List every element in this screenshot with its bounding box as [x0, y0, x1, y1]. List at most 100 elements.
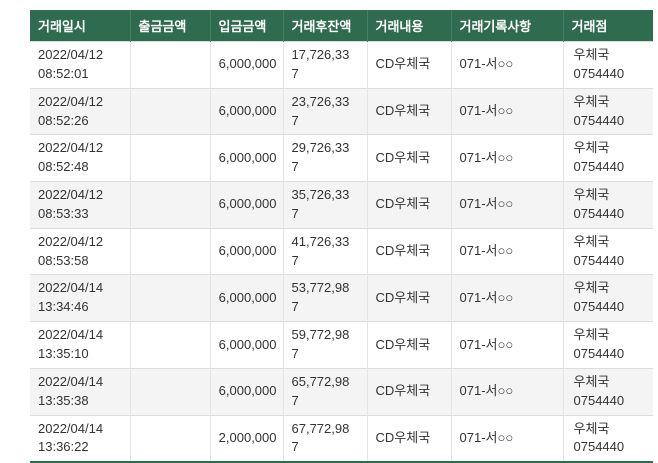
cell-withdrawal [130, 367, 211, 415]
cell-record: 071-서○○ [451, 181, 564, 229]
branch-code: 0754440 [573, 252, 625, 268]
cell-content: CD우체국 [367, 41, 452, 89]
cell-branch: 우체국 0754440 [563, 41, 653, 89]
col-header-datetime: 거래일시 [30, 10, 131, 42]
cell-branch: 우체국 0754440 [563, 274, 653, 322]
branch-code: 0754440 [573, 392, 625, 408]
cell-datetime: 2022/04/12 08:53:58 [30, 227, 131, 275]
cell-content: CD우체국 [367, 181, 452, 229]
cell-balance: 59,772,987 [283, 321, 368, 369]
transaction-date: 2022/04/12 [38, 93, 104, 109]
cell-deposit: 6,000,000 [210, 321, 284, 369]
cell-branch: 우체국 0754440 [563, 134, 653, 182]
col-header-withdrawal: 출금금액 [130, 10, 211, 42]
table-header-row: 거래일시 출금금액 입금금액 거래후잔액 거래내용 거래기록사항 거래점 [30, 10, 653, 42]
transaction-time: 13:34:46 [38, 299, 89, 315]
transaction-time: 13:35:10 [38, 345, 89, 361]
branch-code: 0754440 [573, 65, 625, 81]
cell-datetime: 2022/04/14 13:34:46 [30, 274, 131, 322]
cell-branch: 우체국 0754440 [563, 321, 653, 369]
transaction-date: 2022/04/14 [38, 373, 104, 389]
transaction-row: 2022/04/14 13:35:38 6,000,000 65,772,987 CD우… [30, 367, 653, 415]
cell-content: CD우체국 [367, 134, 452, 182]
cell-balance: 17,726,337 [283, 41, 368, 89]
transaction-date: 2022/04/14 [38, 327, 104, 343]
cell-content: CD우체국 [367, 414, 452, 463]
cell-balance: 35,726,337 [283, 181, 368, 229]
branch-code: 0754440 [573, 299, 625, 315]
branch-name: 우체국 [573, 233, 610, 249]
transaction-row: 2022/04/12 08:52:26 6,000,000 23,726,337 CD우… [30, 87, 653, 135]
cell-content: CD우체국 [367, 367, 452, 415]
cell-deposit: 6,000,000 [210, 367, 284, 415]
cell-withdrawal [130, 41, 211, 89]
transaction-row: 2022/04/12 08:52:48 6,000,000 29,726,337 CD우… [30, 134, 653, 182]
branch-name: 우체국 [573, 140, 610, 156]
cell-record: 071-서○○ [451, 134, 564, 182]
transaction-table-container: 거래일시 출금금액 입금금액 거래후잔액 거래내용 거래기록사항 거래점 202… [30, 10, 653, 463]
transaction-table: 거래일시 출금금액 입금금액 거래후잔액 거래내용 거래기록사항 거래점 202… [30, 10, 653, 463]
cell-datetime: 2022/04/14 13:36:22 [30, 414, 131, 463]
col-header-balance: 거래후잔액 [283, 10, 368, 42]
branch-code: 0754440 [573, 439, 625, 455]
transaction-row: 2022/04/12 08:52:01 6,000,000 17,726,337 CD우… [30, 41, 653, 89]
cell-branch: 우체국 0754440 [563, 227, 653, 275]
cell-deposit: 6,000,000 [210, 41, 284, 89]
cell-datetime: 2022/04/14 13:35:10 [30, 321, 131, 369]
cell-balance: 67,772,987 [283, 414, 368, 463]
col-header-branch: 거래점 [563, 10, 653, 42]
cell-record: 071-서○○ [451, 274, 564, 322]
cell-withdrawal [130, 227, 211, 275]
transaction-date: 2022/04/12 [38, 187, 104, 203]
cell-balance: 29,726,337 [283, 134, 368, 182]
cell-branch: 우체국 0754440 [563, 414, 653, 463]
branch-name: 우체국 [573, 280, 610, 296]
cell-content: CD우체국 [367, 87, 452, 135]
cell-withdrawal [130, 274, 211, 322]
col-header-content: 거래내용 [367, 10, 452, 42]
cell-datetime: 2022/04/12 08:52:26 [30, 87, 131, 135]
cell-deposit: 2,000,000 [210, 414, 284, 463]
cell-balance: 53,772,987 [283, 274, 368, 322]
cell-deposit: 6,000,000 [210, 181, 284, 229]
cell-balance: 41,726,337 [283, 227, 368, 275]
branch-name: 우체국 [573, 47, 610, 62]
branch-name: 우체국 [573, 187, 610, 203]
cell-withdrawal [130, 87, 211, 135]
transaction-date: 2022/04/14 [38, 280, 104, 296]
branch-name: 우체국 [573, 327, 610, 343]
cell-record: 071-서○○ [451, 87, 564, 135]
cell-datetime: 2022/04/12 08:52:01 [30, 41, 131, 89]
cell-datetime: 2022/04/14 13:35:38 [30, 367, 131, 415]
cell-deposit: 6,000,000 [210, 227, 284, 275]
cell-content: CD우체국 [367, 321, 452, 369]
col-header-deposit: 입금금액 [210, 10, 284, 42]
transaction-date: 2022/04/14 [38, 420, 104, 436]
cell-branch: 우체국 0754440 [563, 87, 653, 135]
transaction-date: 2022/04/12 [38, 233, 104, 249]
cell-content: CD우체국 [367, 227, 452, 275]
col-header-record: 거래기록사항 [451, 10, 564, 42]
cell-datetime: 2022/04/12 08:52:48 [30, 134, 131, 182]
transaction-time: 13:35:38 [38, 392, 89, 408]
branch-code: 0754440 [573, 205, 625, 221]
cell-record: 071-서○○ [451, 414, 564, 463]
transaction-row: 2022/04/12 08:53:33 6,000,000 35,726,337 CD우… [30, 181, 653, 229]
transaction-time: 08:52:26 [38, 112, 89, 128]
cell-deposit: 6,000,000 [210, 274, 284, 322]
branch-name: 우체국 [573, 420, 610, 436]
cell-branch: 우체국 0754440 [563, 181, 653, 229]
transaction-date: 2022/04/12 [38, 47, 104, 62]
transaction-time: 13:36:22 [38, 439, 89, 455]
branch-name: 우체국 [573, 373, 610, 389]
transaction-time: 08:52:48 [38, 159, 89, 175]
cell-branch: 우체국 0754440 [563, 367, 653, 415]
cell-deposit: 6,000,000 [210, 134, 284, 182]
cell-balance: 65,772,987 [283, 367, 368, 415]
transaction-date: 2022/04/12 [38, 140, 104, 156]
cell-datetime: 2022/04/12 08:53:33 [30, 181, 131, 229]
branch-code: 0754440 [573, 159, 625, 175]
transaction-row: 2022/04/12 08:53:58 6,000,000 41,726,337 CD우… [30, 227, 653, 275]
branch-code: 0754440 [573, 112, 625, 128]
transaction-row: 2022/04/14 13:35:10 6,000,000 59,772,987 CD우… [30, 321, 653, 369]
